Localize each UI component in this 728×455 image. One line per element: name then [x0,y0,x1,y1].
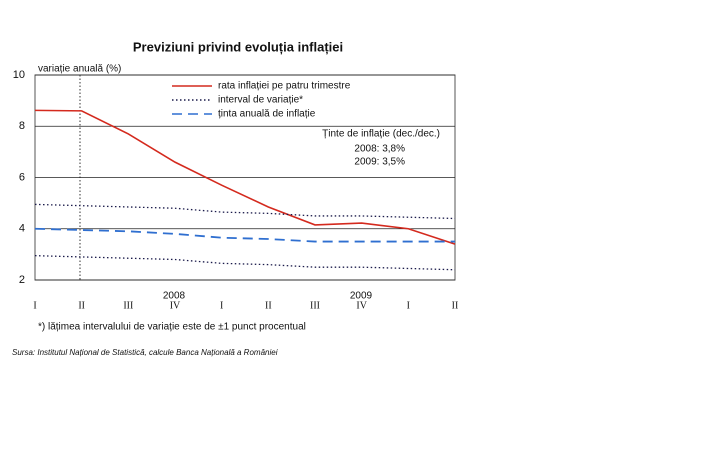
x-tick-label: II [265,300,272,311]
year-label: 2009 [350,291,373,302]
legend-label: interval de variație* [218,95,303,106]
x-tick-label: I [33,300,36,311]
annotation: 2008: 3,8% [354,144,405,155]
series-line [34,203,456,220]
y-tick-label: 8 [19,120,25,132]
series-line [34,227,455,243]
y-tick-label: 10 [13,69,25,81]
y-axis-label: variație anuală (%) [38,64,121,75]
source: Sursa: Institutul Național de Statistică… [12,348,278,357]
y-tick-label: 4 [19,223,25,235]
annotation: Ținte de inflație (dec./dec.) [322,129,440,140]
y-tick-label: 2 [19,274,25,286]
series-line [34,109,456,245]
x-tick-label: I [220,300,223,311]
series-line [34,255,456,271]
x-tick-label: II [452,300,459,311]
x-tick-label: III [310,300,320,311]
y-tick-label: 6 [19,171,25,183]
year-label: 2008 [163,291,186,302]
legend-label: ținta anuală de inflație [218,109,316,120]
x-tick-label: III [123,300,133,311]
x-tick-label: IV [170,300,181,311]
annotation: 2009: 3,5% [354,157,405,168]
x-tick-label: IV [356,300,367,311]
x-tick-label: II [78,300,85,311]
legend-label: rata inflației pe patru trimestre [218,81,351,92]
x-tick-label: I [407,300,410,311]
chart-title: Previziuni privind evoluția inflației [133,39,343,54]
footnote: *) lățimea intervalului de variație este… [38,322,306,333]
